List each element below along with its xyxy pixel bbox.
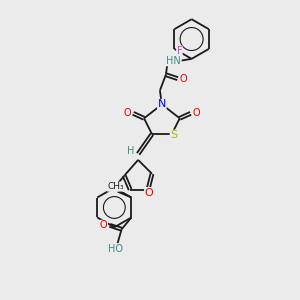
Text: N: N: [158, 99, 166, 110]
Text: O: O: [100, 220, 108, 230]
Text: O: O: [193, 108, 200, 118]
Text: H: H: [128, 146, 135, 156]
Text: HN: HN: [167, 56, 181, 66]
Text: S: S: [170, 130, 177, 140]
Text: O: O: [145, 188, 153, 198]
Text: CH₃: CH₃: [107, 182, 124, 191]
Text: F: F: [177, 46, 182, 56]
Text: HO: HO: [108, 244, 123, 254]
Text: O: O: [180, 74, 188, 84]
Text: O: O: [123, 108, 131, 118]
